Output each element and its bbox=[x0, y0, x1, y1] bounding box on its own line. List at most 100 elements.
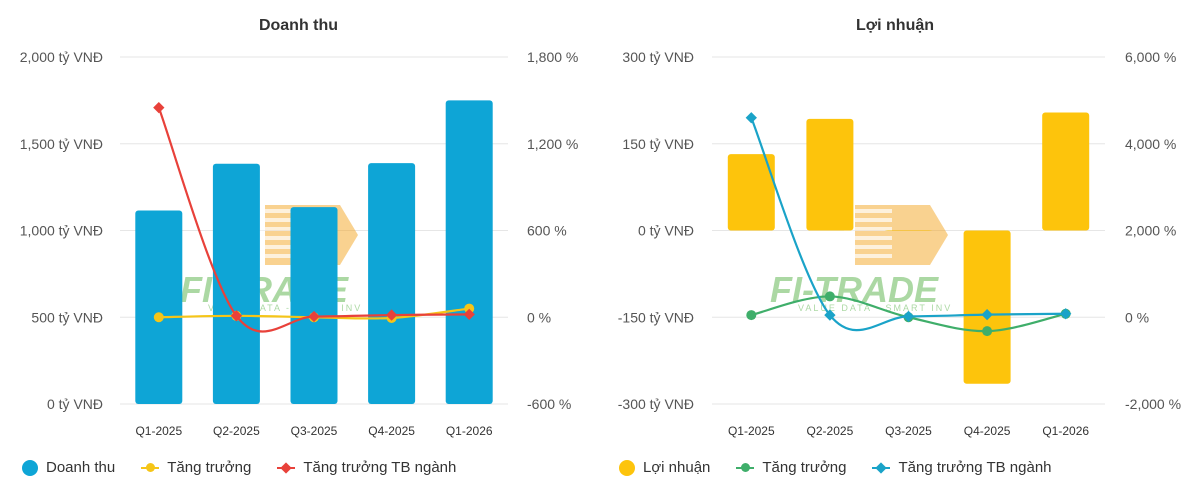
y-right-tick-label: 600 % bbox=[527, 223, 567, 239]
y-left-tick-label: 500 tỷ VNĐ bbox=[31, 309, 103, 325]
y-right-tick-label: 0 % bbox=[1125, 309, 1149, 325]
x-tick-label: Q1-2025 bbox=[135, 424, 182, 438]
legend-item-industry-growth[interactable]: Tăng trưởng TB ngành bbox=[872, 459, 1052, 476]
series-point bbox=[230, 310, 243, 322]
watermark-stripe bbox=[246, 245, 302, 249]
watermark-stripe bbox=[254, 227, 302, 231]
legend-industry-icon bbox=[872, 466, 891, 469]
x-tick-label: Q2-2025 bbox=[213, 424, 260, 438]
x-tick-label: Q4-2025 bbox=[368, 424, 415, 438]
legend-label: Doanh thu bbox=[46, 459, 116, 476]
legend: Doanh thu Tăng trưởng Tăng trưởng TB ngà… bbox=[22, 459, 482, 476]
series-point bbox=[1060, 308, 1072, 320]
watermark-stripe bbox=[250, 236, 302, 240]
x-tick-label: Q3-2025 bbox=[291, 424, 338, 438]
bar bbox=[135, 210, 183, 404]
watermark-tagline: VALUE DATA - SMART INV bbox=[208, 303, 362, 313]
watermark-brand: FI-TRADE bbox=[770, 269, 939, 310]
revenue-chart-panel: Doanh thu 0 tỷ VNĐ -600 % 500 tỷ VNĐ 0 % 1,0… bbox=[0, 0, 597, 494]
legend-label: Tăng trưởng bbox=[167, 459, 252, 476]
profit-chart-panel: Lợi nhuận -300 tỷ VNĐ -2,000 % -150 tỷ VNĐ… bbox=[597, 0, 1193, 494]
watermark-stripe bbox=[262, 209, 302, 213]
y-right-tick-label: 4,000 % bbox=[1125, 136, 1176, 152]
series-line bbox=[157, 107, 470, 333]
y-left-tick-label: 0 tỷ VNĐ bbox=[638, 223, 694, 239]
x-tick-label: Q1-2026 bbox=[1042, 424, 1089, 438]
y-left-tick-label: 1,500 tỷ VNĐ bbox=[20, 136, 103, 152]
y-left-tick-label: 300 tỷ VNĐ bbox=[622, 49, 694, 65]
bar bbox=[1042, 112, 1090, 231]
y-left-tick-label: -150 tỷ VNĐ bbox=[618, 309, 694, 325]
y-left-tick-label: -300 tỷ VNĐ bbox=[618, 396, 694, 412]
bar bbox=[806, 118, 854, 231]
legend-revenue-icon bbox=[22, 459, 38, 476]
x-tick-label: Q3-2025 bbox=[885, 424, 932, 438]
x-tick-label: Q2-2025 bbox=[807, 424, 854, 438]
series-point bbox=[153, 101, 165, 114]
series-point bbox=[463, 308, 475, 321]
legend-item-profit[interactable]: Lợi nhuận bbox=[619, 459, 710, 476]
legend-item-revenue[interactable]: Doanh thu bbox=[22, 459, 115, 476]
y-right-tick-label: 0 % bbox=[527, 309, 551, 325]
y-left-tick-label: 1,000 tỷ VNĐ bbox=[20, 223, 103, 239]
bar bbox=[368, 163, 416, 404]
bar bbox=[727, 154, 775, 231]
y-right-tick-label: -600 % bbox=[527, 396, 571, 412]
series-point bbox=[308, 310, 320, 323]
legend-industry-icon bbox=[277, 466, 296, 469]
watermark-stripe bbox=[832, 254, 892, 258]
y-right-tick-label: 1,800 % bbox=[527, 49, 578, 65]
bar bbox=[885, 230, 932, 231]
x-tick-label: Q4-2025 bbox=[964, 424, 1011, 438]
watermark-stripe bbox=[852, 209, 892, 213]
legend-item-industry-growth[interactable]: Tăng trưởng TB ngành bbox=[277, 459, 456, 476]
series-point bbox=[464, 303, 475, 314]
series-point bbox=[982, 326, 993, 337]
profit-chart: -300 tỷ VNĐ -2,000 % -150 tỷ VNĐ 0 % 0 tỷ VN… bbox=[618, 49, 1181, 438]
series-point bbox=[153, 312, 164, 323]
chart-title: Doanh thu bbox=[258, 17, 339, 34]
series-point bbox=[902, 310, 915, 323]
y-right-tick-label: 1,200 % bbox=[527, 136, 578, 152]
y-left-tick-label: 2,000 tỷ VNĐ bbox=[20, 49, 103, 65]
y-left-tick-label: 0 tỷ VNĐ bbox=[47, 396, 103, 412]
watermark-arrow bbox=[855, 205, 948, 265]
series-line bbox=[750, 117, 1066, 332]
series-point bbox=[981, 308, 993, 321]
series-point bbox=[824, 291, 835, 302]
legend-label: Tăng trưởng TB ngành bbox=[898, 459, 1052, 476]
legend-item-growth[interactable]: Tăng trưởng bbox=[736, 459, 846, 476]
legend-growth-icon bbox=[736, 462, 755, 472]
watermark-tagline: VALUE DATA - SMART INV bbox=[798, 303, 952, 313]
legend-growth-icon bbox=[141, 462, 160, 472]
watermark-stripe bbox=[258, 218, 302, 222]
watermark-stripe bbox=[242, 254, 302, 258]
revenue-chart: 0 tỷ VNĐ -600 % 500 tỷ VNĐ 0 % 1,000 tỷ VNĐ 6… bbox=[20, 49, 579, 438]
legend-label: Lợi nhuận bbox=[643, 459, 711, 476]
legend-profit-icon bbox=[619, 459, 635, 476]
x-tick-label: Q1-2026 bbox=[446, 424, 493, 438]
series-point bbox=[746, 310, 757, 321]
watermark-stripe bbox=[848, 218, 892, 222]
chart-title: Lợi nhuận bbox=[855, 17, 935, 34]
bar bbox=[290, 207, 338, 404]
bar bbox=[212, 163, 260, 404]
series-point bbox=[745, 112, 757, 124]
bar bbox=[445, 100, 493, 404]
legend-item-growth[interactable]: Tăng trưởng bbox=[141, 459, 251, 476]
y-left-tick-label: 150 tỷ VNĐ bbox=[622, 136, 694, 152]
watermark-stripe bbox=[844, 227, 892, 231]
watermark-stripe bbox=[840, 236, 892, 240]
series-point bbox=[385, 309, 398, 321]
y-right-tick-label: 2,000 % bbox=[1125, 223, 1176, 239]
y-right-tick-label: 6,000 % bbox=[1125, 49, 1176, 65]
bar bbox=[963, 230, 1011, 384]
x-tick-label: Q1-2025 bbox=[728, 424, 775, 438]
legend-label: Tăng trưởng TB ngành bbox=[303, 459, 457, 476]
watermark-stripe bbox=[836, 245, 892, 249]
legend-label: Tăng trưởng bbox=[762, 459, 847, 476]
series-point bbox=[824, 309, 836, 321]
legend: Lợi nhuận Tăng trưởng Tăng trưởng TB ngà… bbox=[619, 459, 1078, 476]
y-right-tick-label: -2,000 % bbox=[1125, 396, 1181, 412]
